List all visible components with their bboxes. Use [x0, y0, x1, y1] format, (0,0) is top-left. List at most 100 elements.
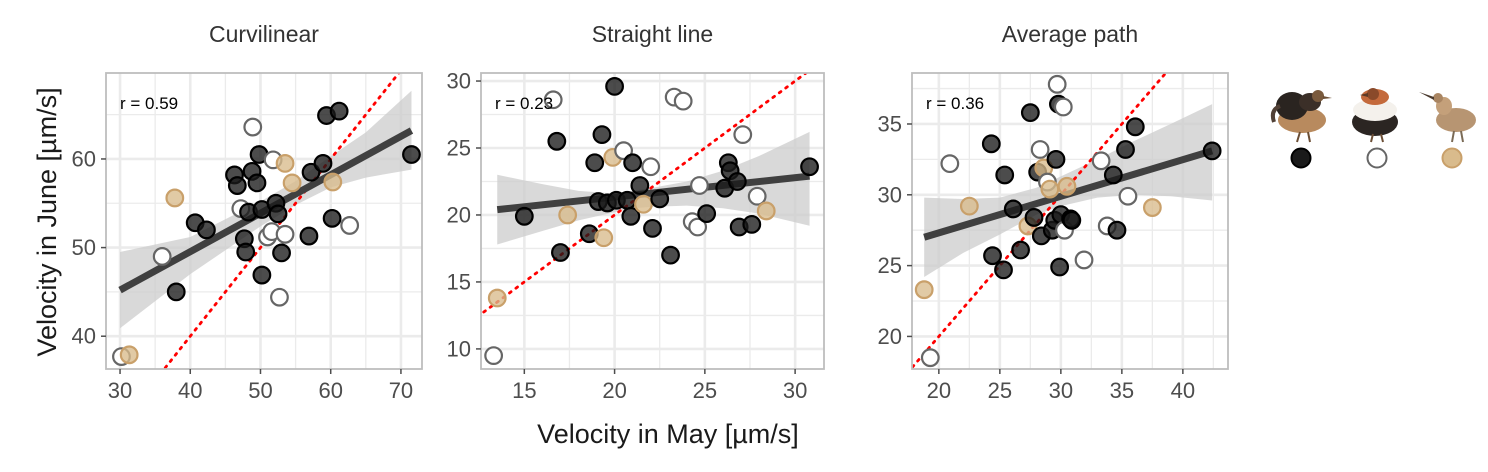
correlation-annotation: r = 0.23	[495, 94, 553, 113]
x-tick-label: 20	[927, 378, 951, 403]
x-tick-label: 15	[512, 378, 536, 403]
data-point-white	[243, 117, 263, 137]
y-tick-label: 60	[72, 146, 96, 171]
data-point-black	[252, 265, 272, 285]
data-point-black	[650, 189, 670, 209]
data-point-black	[268, 204, 288, 224]
y-tick-label: 50	[72, 235, 96, 260]
y-tick-label: 35	[878, 111, 902, 136]
data-point-white	[1091, 151, 1111, 171]
x-tick-label: 30	[1049, 378, 1073, 403]
data-point-white	[733, 125, 753, 145]
data-point-black	[983, 246, 1002, 266]
data-point-tan	[275, 153, 295, 173]
x-tick-label: 40	[178, 378, 202, 403]
correlation-annotation: r = 0.59	[120, 94, 178, 113]
data-point-black	[800, 157, 819, 177]
data-point-black	[1062, 210, 1082, 230]
legend	[1270, 88, 1476, 169]
dark-ruff-icon	[1270, 90, 1332, 143]
data-point-black	[592, 125, 612, 145]
data-point-white	[275, 224, 295, 244]
data-point-white	[940, 154, 960, 174]
data-point-black	[617, 190, 637, 210]
data-point-white	[1047, 74, 1067, 94]
data-point-white	[641, 157, 661, 177]
legend-marker-black	[1290, 147, 1312, 169]
legend-marker-white	[1366, 147, 1388, 169]
white-ruff-icon	[1352, 88, 1398, 143]
data-point-tan	[323, 172, 343, 192]
x-axis-label: Velocity in May [µm/s]	[537, 419, 799, 449]
x-tick-label: 70	[389, 378, 413, 403]
data-point-tan	[914, 280, 934, 300]
y-tick-label: 20	[447, 202, 471, 227]
data-point-black	[1020, 103, 1040, 123]
panel-border	[911, 72, 1229, 370]
data-point-black	[981, 134, 1001, 154]
data-point-black	[1116, 140, 1135, 159]
data-point-black	[1202, 141, 1222, 161]
data-point-black	[727, 172, 747, 191]
data-point-black	[299, 226, 319, 246]
data-point-white	[920, 348, 940, 368]
data-point-tan	[959, 196, 979, 216]
data-point-black	[621, 206, 641, 226]
data-point-tan	[634, 194, 653, 214]
data-point-black	[551, 243, 570, 262]
data-point-tan	[119, 345, 139, 365]
data-point-black	[402, 145, 421, 164]
data-point-black	[995, 165, 1015, 185]
panel-3: Average path r = 0.36 20 25 30 35 40 20 25 30 35	[878, 21, 1229, 403]
y-tick-label: 25	[878, 253, 902, 278]
panel-1: Curvilinear r = 0.59 30 40 50 60 70 40 50 60	[72, 21, 423, 403]
data-point-black	[1024, 208, 1044, 227]
data-point-black	[247, 173, 267, 193]
data-point-black	[661, 245, 680, 265]
data-point-white	[673, 91, 693, 111]
data-point-tan	[1040, 179, 1060, 199]
data-point-black	[272, 243, 291, 263]
data-point-black	[236, 242, 256, 262]
data-point-black	[1050, 257, 1070, 277]
panel-title: Curvilinear	[209, 21, 319, 47]
data-point-tan	[1142, 198, 1162, 217]
x-tick-label: 30	[783, 378, 807, 403]
data-point-black	[1046, 149, 1066, 169]
panel-2: Straight line r = 0.23 15 20 25 30 10 15 20 25 30	[447, 21, 825, 403]
y-tick-label: 30	[447, 69, 471, 94]
data-point-black	[1107, 220, 1127, 240]
data-point-black	[585, 153, 605, 173]
data-point-black	[197, 220, 216, 240]
data-point-black	[1103, 165, 1123, 185]
data-point-white	[1074, 250, 1094, 270]
y-tick-label: 10	[447, 336, 471, 361]
data-point-tan	[756, 201, 776, 221]
data-point-white	[340, 216, 360, 235]
data-point-black	[994, 260, 1013, 280]
y-axis-label: Velocity in June [µm/s]	[32, 87, 62, 356]
data-point-black	[605, 76, 624, 96]
data-point-black	[166, 282, 186, 302]
data-point-white	[1030, 140, 1050, 159]
x-tick-label: 50	[248, 378, 272, 403]
x-tick-label: 35	[1110, 378, 1134, 403]
x-tick-label: 25	[988, 378, 1012, 403]
x-tick-label: 40	[1171, 378, 1195, 403]
panel-title: Average path	[1002, 21, 1138, 47]
data-point-tan	[558, 205, 578, 225]
panel-border	[105, 72, 423, 370]
data-point-black	[313, 153, 333, 173]
y-tick-label: 25	[447, 136, 471, 161]
data-point-tan	[282, 173, 302, 193]
data-point-black	[322, 208, 342, 228]
data-point-white	[1053, 97, 1073, 117]
data-point-black	[1011, 240, 1030, 260]
legend-marker-tan	[1441, 147, 1463, 169]
panel-border	[480, 72, 825, 370]
x-tick-label: 20	[602, 378, 626, 403]
faeder-bird-icon	[1419, 92, 1476, 143]
data-point-black	[1003, 199, 1023, 219]
data-point-black	[623, 153, 643, 173]
data-point-tan	[1057, 176, 1077, 196]
